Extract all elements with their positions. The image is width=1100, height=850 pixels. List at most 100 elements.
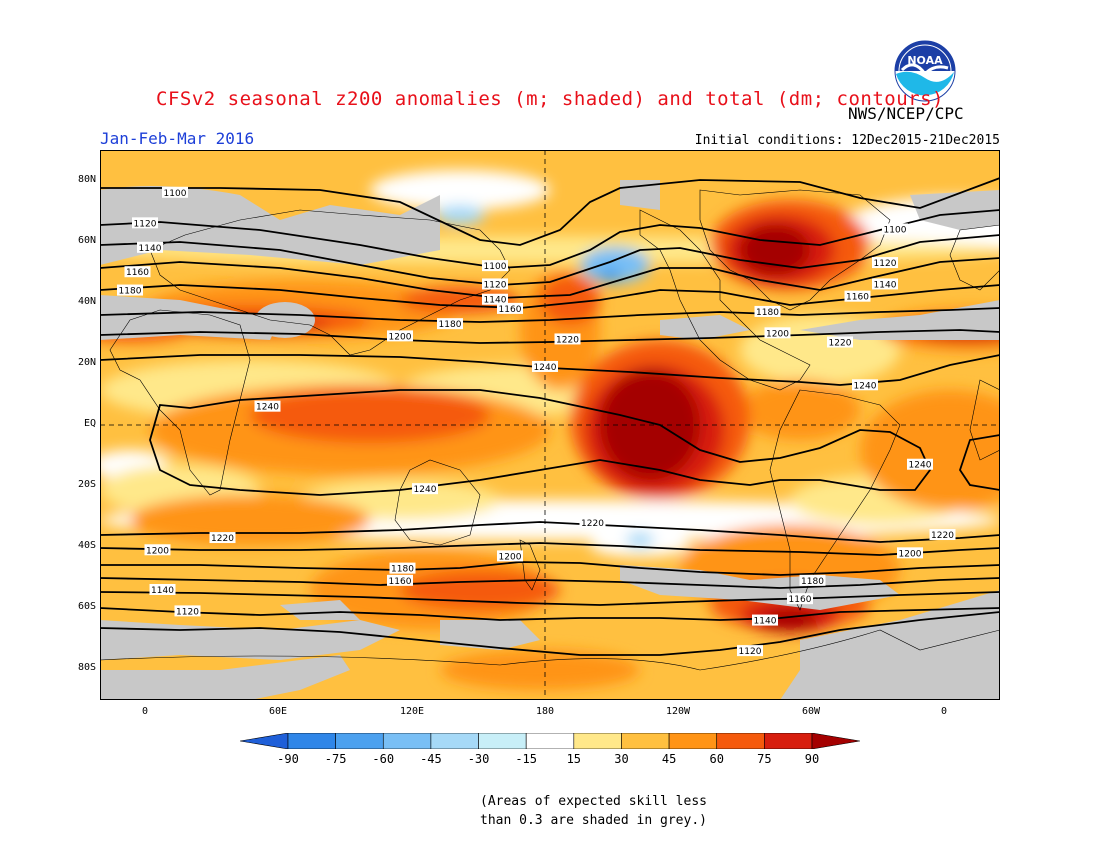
colorbar-box xyxy=(525,732,575,750)
svg-text:1220: 1220 xyxy=(581,519,604,529)
colorbar-tick-label: -30 xyxy=(467,752,490,766)
contour-label: 1160 xyxy=(497,302,523,315)
contour-label: 1140 xyxy=(149,584,176,596)
initial-conditions: Initial conditions: 12Dec2015-21Dec2015 xyxy=(694,133,1000,148)
colorbar-box xyxy=(287,732,336,750)
lat-label-20s: 20S xyxy=(77,479,96,490)
lon-label-120w: 120W xyxy=(665,706,691,717)
contour-label: 1100 xyxy=(482,260,508,272)
lat-label-20n: 20N xyxy=(77,357,96,368)
svg-text:1140: 1140 xyxy=(754,617,777,627)
svg-text:1100: 1100 xyxy=(164,189,187,199)
colorbar-tick-label: 75 xyxy=(757,752,772,766)
svg-text:1240: 1240 xyxy=(909,461,932,471)
svg-text:1200: 1200 xyxy=(899,549,922,559)
anomaly-map: 1100 1120 1140 1160 1180 1100 1120 1140 1160 1180… xyxy=(100,150,1000,700)
colorbar-tick-label: -90 xyxy=(277,752,299,766)
lon-label-0-east: 0 xyxy=(940,706,948,717)
contour-label: 1140 xyxy=(752,614,778,627)
svg-text:1200: 1200 xyxy=(766,329,789,339)
contour-label: 1220 xyxy=(929,529,956,541)
contour-label: 1100 xyxy=(882,223,908,235)
colorbar-box xyxy=(668,732,718,750)
contour-label: 1140 xyxy=(482,293,508,306)
contour-label: 1120 xyxy=(132,217,158,229)
coastlines xyxy=(100,189,1000,671)
svg-text:1120: 1120 xyxy=(874,259,897,269)
contour-label: 1200 xyxy=(764,327,791,339)
skill-note-line-1: (Areas of expected skill less xyxy=(480,794,707,809)
contour-label: 1220 xyxy=(579,516,606,529)
colorbar-tick-label: 30 xyxy=(614,752,629,766)
agency-label: NWS/NCEP/CPC xyxy=(848,104,964,123)
colorbar-tick-label: -45 xyxy=(420,752,442,766)
contour-label: 1240 xyxy=(254,400,281,413)
colorbar-tick-label: 90 xyxy=(804,752,820,766)
contour-label: 1120 xyxy=(872,257,898,269)
lon-label-0-west: 0 xyxy=(141,706,149,717)
contour-label: 1160 xyxy=(124,266,151,278)
lon-label-60w: 60W xyxy=(801,706,821,717)
svg-text:1120: 1120 xyxy=(739,647,762,657)
svg-text:1220: 1220 xyxy=(211,534,234,544)
contour-label: 1120 xyxy=(737,645,763,657)
svg-text:1200: 1200 xyxy=(499,552,522,562)
contour-label: 1160 xyxy=(844,290,871,303)
contour-label: 1160 xyxy=(787,593,813,605)
colorbar-box xyxy=(716,732,765,750)
forecast-period: Jan-Feb-Mar 2016 xyxy=(100,129,255,148)
svg-text:1220: 1220 xyxy=(931,531,954,541)
contour-label: 1200 xyxy=(497,550,523,562)
svg-text:1140: 1140 xyxy=(484,296,507,306)
svg-text:1120: 1120 xyxy=(176,607,199,617)
colorbar-box xyxy=(430,732,479,750)
svg-text:1140: 1140 xyxy=(874,280,897,290)
svg-text:1200: 1200 xyxy=(146,546,169,556)
lat-label-40n: 40N xyxy=(77,296,96,307)
svg-text:1220: 1220 xyxy=(829,339,852,349)
colorbar-tick-label: -15 xyxy=(515,752,538,766)
lat-label-40s: 40S xyxy=(77,540,96,551)
lat-label-60s: 60S xyxy=(77,601,96,612)
colorbar-right-cap xyxy=(811,732,861,750)
lon-label-60e: 60E xyxy=(268,706,288,717)
contour-label: 1180 xyxy=(437,318,463,330)
svg-text:1160: 1160 xyxy=(126,268,149,278)
colorbar-box xyxy=(621,732,670,750)
svg-text:1240: 1240 xyxy=(854,381,877,391)
contour-label: 1200 xyxy=(144,544,171,556)
noaa-logo: NOAA xyxy=(894,40,956,102)
logo-text: NOAA xyxy=(907,54,943,67)
colorbar-box xyxy=(335,732,384,750)
colorbar xyxy=(239,732,861,750)
colorbar-tick-label: 45 xyxy=(661,752,677,766)
contour-label: 1180 xyxy=(389,562,416,575)
svg-text:1240: 1240 xyxy=(414,485,437,495)
contour-label: 1140 xyxy=(137,241,163,254)
lat-label-80n: 80N xyxy=(77,174,96,185)
svg-text:1200: 1200 xyxy=(389,332,412,342)
contour-label: 1240 xyxy=(532,360,558,373)
contour-label: 1220 xyxy=(209,532,236,544)
svg-text:1140: 1140 xyxy=(151,586,174,596)
contour-label: 1240 xyxy=(907,458,933,471)
contour-label: 1180 xyxy=(117,284,143,297)
contour-label: 1100 xyxy=(162,186,188,199)
svg-text:1100: 1100 xyxy=(484,262,507,272)
contour-label: 1200 xyxy=(897,547,923,559)
contour-label: 1220 xyxy=(827,336,853,349)
svg-text:1240: 1240 xyxy=(256,403,279,413)
contour-labels: 1100112011401160118011001120114011601180… xyxy=(117,186,956,657)
colorbar-tick-label: 60 xyxy=(709,752,724,766)
svg-text:1180: 1180 xyxy=(801,577,824,587)
colorbar-box xyxy=(573,732,622,750)
anomaly-shading xyxy=(100,170,1000,690)
colorbar-tick-label: -60 xyxy=(372,752,395,766)
contour-label: 1180 xyxy=(799,574,826,587)
skill-note: (Areas of expected skill less than 0.3 a… xyxy=(480,792,707,830)
contour-label: 1220 xyxy=(554,333,581,345)
svg-text:1120: 1120 xyxy=(484,280,507,290)
svg-text:1180: 1180 xyxy=(391,565,414,575)
colorbar-box xyxy=(478,732,527,750)
svg-text:1140: 1140 xyxy=(139,244,162,254)
